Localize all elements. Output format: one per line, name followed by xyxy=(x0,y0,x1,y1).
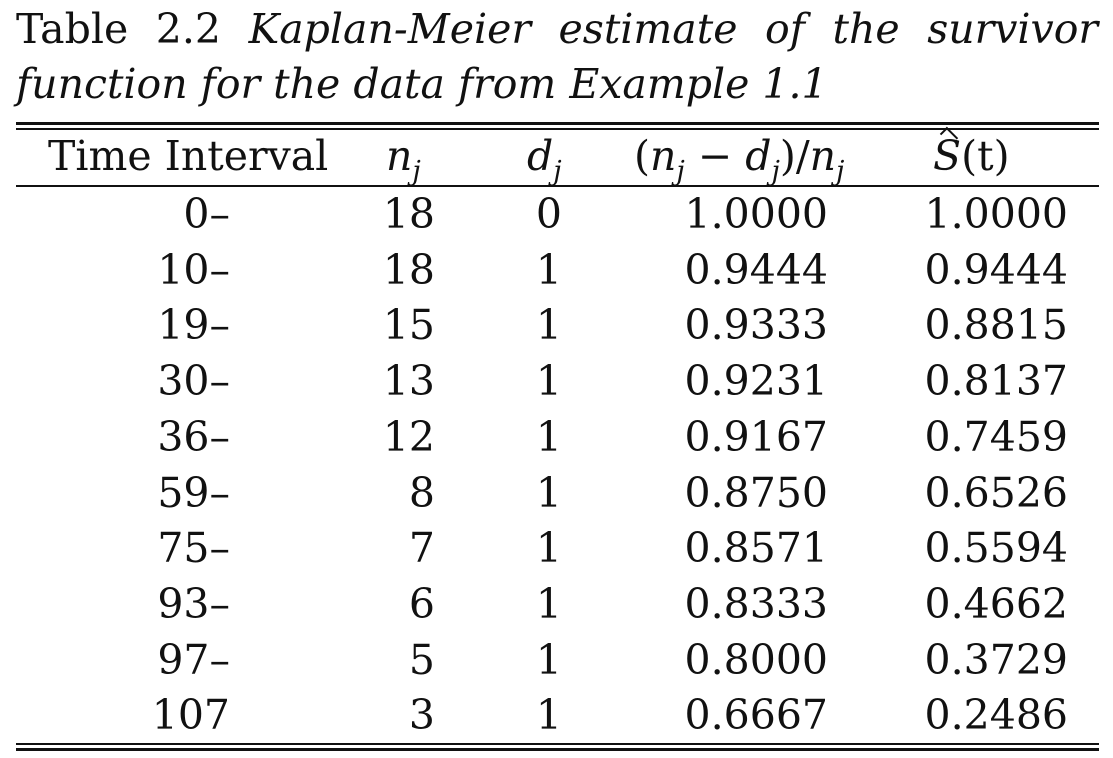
cell-survival-ratio: 0.6667 xyxy=(684,691,828,739)
cell-survival-ratio: 1.0000 xyxy=(684,190,828,238)
cell-time-interval: 107 xyxy=(151,691,230,739)
cell-nj: 6 xyxy=(408,580,435,628)
cell-survivor-estimate: 0.9444 xyxy=(924,246,1068,294)
cell-dj: 1 xyxy=(535,357,562,405)
header-rule xyxy=(16,185,1099,187)
cell-survival-ratio: 0.9333 xyxy=(684,301,828,349)
cell-nj: 3 xyxy=(408,691,435,739)
cell-survivor-estimate: 0.2486 xyxy=(924,691,1068,739)
cell-survivor-estimate: 1.0000 xyxy=(924,190,1068,238)
cell-survivor-estimate: 0.8137 xyxy=(924,357,1068,405)
cell-dj: 1 xyxy=(535,413,562,461)
cell-time-interval: 10– xyxy=(157,246,230,294)
cell-survival-ratio: 0.8750 xyxy=(684,469,828,517)
header-dj: dj xyxy=(527,132,562,187)
cell-nj: 18 xyxy=(382,246,435,294)
cell-time-interval: 59– xyxy=(157,469,230,517)
cell-survival-ratio: 0.8571 xyxy=(684,524,828,572)
cell-dj: 1 xyxy=(535,469,562,517)
cell-time-interval: 0– xyxy=(183,190,230,238)
caption-line-1: Table 2.2 Kaplan-Meier estimate of the s… xyxy=(16,2,1098,57)
cell-survival-ratio: 0.8000 xyxy=(684,636,828,684)
cell-dj: 1 xyxy=(535,246,562,294)
cell-dj: 1 xyxy=(535,524,562,572)
cell-survivor-estimate: 0.6526 xyxy=(924,469,1068,517)
cell-nj: 12 xyxy=(382,413,435,461)
cell-survival-ratio: 0.9444 xyxy=(684,246,828,294)
header-survivor-estimate: S(t) xyxy=(933,128,1010,184)
top-rule-inner xyxy=(16,128,1099,130)
cell-survival-ratio: 0.9167 xyxy=(684,413,828,461)
header-survival-ratio: (nj − dj)/nj xyxy=(634,132,845,187)
caption-line-2: function for the data from Example 1.1 xyxy=(16,57,1098,112)
cell-survivor-estimate: 0.8815 xyxy=(924,301,1068,349)
cell-dj: 0 xyxy=(535,190,562,238)
cell-dj: 1 xyxy=(535,691,562,739)
top-rule-outer xyxy=(16,122,1099,125)
cell-nj: 18 xyxy=(382,190,435,238)
bottom-rule-inner xyxy=(16,743,1099,745)
cell-survival-ratio: 0.9231 xyxy=(684,357,828,405)
table-caption: Table 2.2 Kaplan-Meier estimate of the s… xyxy=(16,2,1098,112)
cell-nj: 7 xyxy=(408,524,435,572)
cell-survivor-estimate: 0.4662 xyxy=(924,580,1068,628)
cell-time-interval: 75– xyxy=(157,524,230,572)
caption-label: Table 2.2 xyxy=(16,5,222,53)
cell-time-interval: 97– xyxy=(157,636,230,684)
caption-title-line-1: Kaplan-Meier estimate of the survivor xyxy=(248,5,1098,53)
cell-dj: 1 xyxy=(535,580,562,628)
cell-nj: 15 xyxy=(382,301,435,349)
caption-title-line-2: function for the data from Example 1.1 xyxy=(16,60,828,108)
cell-time-interval: 36– xyxy=(157,413,230,461)
cell-nj: 8 xyxy=(408,469,435,517)
cell-nj: 13 xyxy=(382,357,435,405)
cell-survival-ratio: 0.8333 xyxy=(684,580,828,628)
cell-dj: 1 xyxy=(535,301,562,349)
bottom-rule-outer xyxy=(16,748,1099,751)
cell-survivor-estimate: 0.5594 xyxy=(924,524,1068,572)
cell-survivor-estimate: 0.7459 xyxy=(924,413,1068,461)
header-nj: nj xyxy=(386,132,421,187)
cell-time-interval: 19– xyxy=(157,301,230,349)
cell-survivor-estimate: 0.3729 xyxy=(924,636,1068,684)
cell-time-interval: 93– xyxy=(157,580,230,628)
cell-dj: 1 xyxy=(535,636,562,684)
cell-time-interval: 30– xyxy=(157,357,230,405)
cell-nj: 5 xyxy=(408,636,435,684)
header-time-interval: Time Interval xyxy=(48,132,329,180)
